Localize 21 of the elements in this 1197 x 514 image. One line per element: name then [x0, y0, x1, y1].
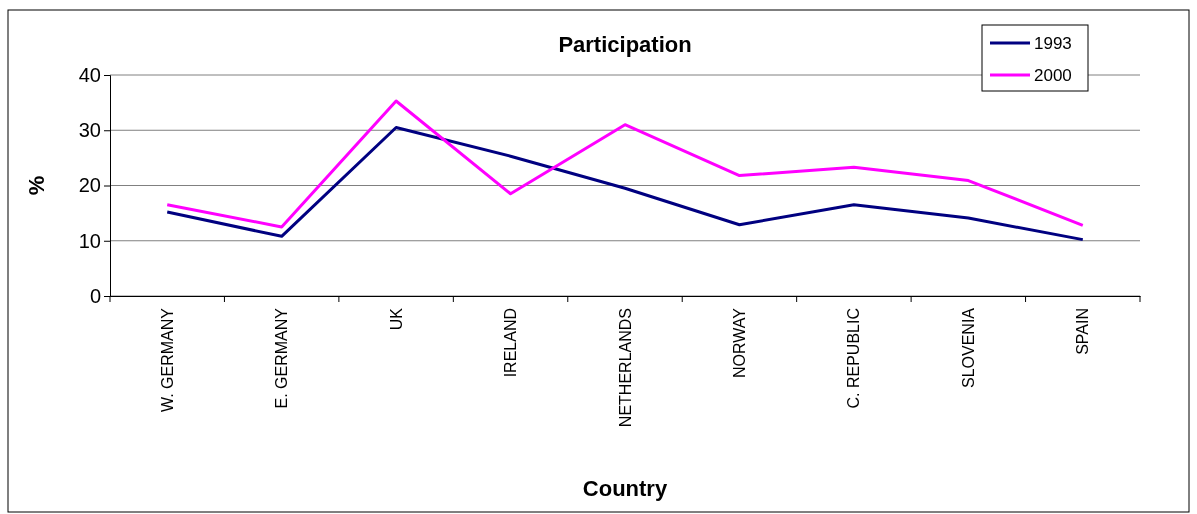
x-tick-label: IRELAND [502, 308, 520, 378]
x-axis-title: Country [582, 476, 668, 501]
x-tick-label: SLOVENIA [959, 307, 977, 389]
y-tick-label: 20 [78, 174, 101, 197]
x-tick-label: SPAIN [1074, 308, 1092, 355]
x-tick-label: E. GERMANY [273, 307, 291, 409]
line-series [165, 125, 1085, 242]
x-tick-label: UK [387, 307, 405, 331]
x-tick-label: W. GERMANY [158, 307, 176, 413]
x-tick-label: NETHERLANDS [616, 308, 634, 428]
y-tick-label: 0 [89, 284, 101, 307]
y-tick-label: 10 [78, 229, 101, 252]
x-tick-label: NORWAY [731, 307, 749, 378]
y-tick-label: 40 [78, 63, 101, 86]
x-tick-label: C. REPUBLIC [845, 308, 863, 409]
legend-label: 1993 [1034, 33, 1072, 53]
chart-title: Participation [558, 32, 692, 57]
y-tick-label: 30 [78, 119, 101, 142]
legend-label: 2000 [1034, 65, 1072, 85]
y-axis-title: % [24, 175, 49, 196]
line-series [165, 99, 1085, 229]
